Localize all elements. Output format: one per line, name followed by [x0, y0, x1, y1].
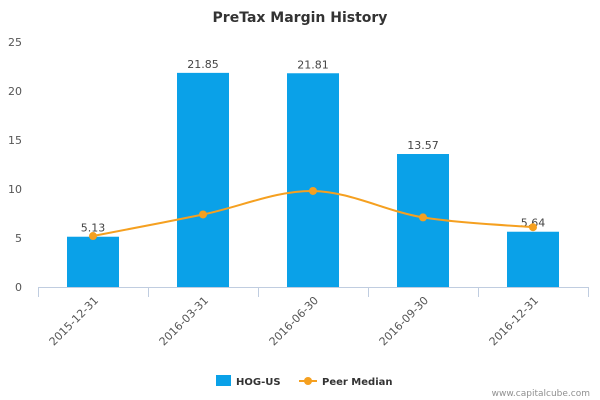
peer-median-point [309, 186, 317, 195]
bar [507, 231, 559, 287]
x-tick-label: 2016-09-30 [377, 294, 431, 348]
x-axis: 2015-12-31 2016-03-31 2016-06-30 2016-09-30… [38, 287, 589, 348]
y-tick-label: 5 [15, 232, 22, 245]
legend-swatch-marker [304, 377, 312, 385]
bar-data-label: 5.13 [81, 222, 106, 235]
bar-data-label: 21.85 [187, 58, 219, 71]
y-tick-label: 25 [8, 36, 22, 49]
peer-median-point [419, 213, 427, 222]
peer-median-point [529, 223, 537, 232]
bar [287, 73, 339, 288]
line-series [89, 186, 537, 241]
bar [67, 236, 119, 287]
y-tick-label: 20 [8, 85, 22, 98]
x-tick-label: 2016-03-31 [157, 294, 211, 348]
legend-label: HOG-US [236, 377, 281, 388]
credit-text: www.capitalcube.com [492, 389, 590, 399]
x-tick-label: 2015-12-31 [47, 294, 101, 348]
x-tick-label: 2016-06-30 [267, 294, 321, 348]
chart-title: PreTax Margin History [213, 10, 388, 26]
legend: HOG-US Peer Median [216, 375, 393, 388]
bar [177, 72, 229, 288]
legend-swatch-bar [216, 375, 231, 386]
y-tick-label: 0 [15, 281, 22, 294]
peer-median-point [89, 232, 97, 241]
bar-series [67, 72, 559, 288]
legend-label: Peer Median [322, 377, 393, 388]
bar-data-label: 21.81 [297, 58, 329, 71]
y-tick-label: 15 [8, 134, 22, 147]
y-tick-label: 10 [8, 183, 22, 196]
bar-data-label: 13.57 [407, 139, 439, 152]
x-tick-label: 2016-12-31 [487, 294, 541, 348]
y-axis: 0 5 10 15 20 25 [8, 36, 22, 294]
peer-median-point [199, 210, 207, 219]
